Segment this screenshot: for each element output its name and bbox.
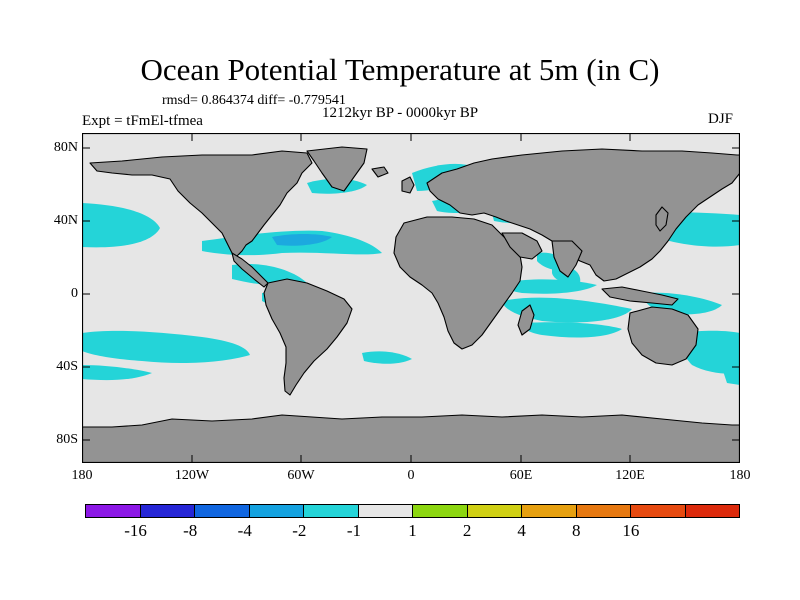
colorbar-label: -1	[346, 521, 361, 540]
colorbar-segment	[522, 505, 577, 517]
map-title: Ocean Potential Temperature at 5m (in C)	[140, 52, 660, 87]
lat-label-80s: 80S	[56, 432, 78, 447]
lon-label-0: 0	[407, 468, 415, 483]
lon-label-120w: 120W	[174, 468, 210, 483]
lon-label-120e: 120E	[615, 468, 645, 483]
statistics-text: rmsd= 0.864374 diff= -0.779541	[162, 93, 346, 108]
colorbar-label: 1	[408, 521, 417, 540]
period-label: 1212kyr BP - 0000kyr BP	[322, 105, 479, 121]
lat-label-0: 0	[71, 286, 78, 301]
season-label: DJF	[708, 111, 734, 127]
land-indonesia	[601, 286, 679, 306]
land-arabia	[501, 232, 543, 260]
colorbar-segment	[304, 505, 359, 517]
land-africa	[393, 216, 523, 350]
colorbar-segment	[467, 505, 522, 517]
experiment-label: Expt = tFmEl-tfmea	[82, 113, 203, 129]
land-central-america	[231, 252, 269, 288]
axis-ticks	[82, 133, 740, 463]
colorbar-segment	[685, 505, 739, 517]
lat-label-40n: 40N	[53, 213, 78, 228]
colorbar-segment	[413, 505, 468, 517]
colorbar-label: 8	[572, 521, 581, 540]
colorbar-segment	[358, 505, 413, 517]
land-india	[551, 240, 583, 278]
colorbar-label: 2	[462, 521, 472, 540]
colorbar-label: 4	[517, 521, 526, 540]
colorbar-label: -2	[292, 521, 307, 540]
land-britain	[401, 176, 415, 194]
colorbar-label: -4	[237, 521, 252, 540]
colorbar-segment	[195, 505, 250, 517]
lon-label-180e: 180	[729, 468, 751, 483]
land-iceland	[371, 166, 389, 178]
lat-label-40s: 40S	[56, 359, 78, 374]
land-masses	[82, 146, 740, 463]
land-japan	[655, 206, 669, 232]
lon-label-60w: 60W	[287, 468, 315, 483]
world-map	[82, 133, 740, 463]
colorbar-segment	[86, 505, 141, 517]
land-antarctica	[82, 414, 740, 463]
colorbar-segment	[140, 505, 195, 517]
colorbar-label: -16	[124, 521, 147, 540]
colorbar-label: 16	[622, 521, 640, 540]
lat-label-80n: 80N	[53, 140, 78, 155]
land-greenland	[306, 146, 368, 192]
colorbar-label: -8	[183, 521, 198, 540]
land-eurasia	[426, 148, 740, 282]
colorbar-segment	[249, 505, 304, 517]
colorbar-segment	[631, 505, 686, 517]
land-australia	[627, 306, 699, 366]
colorbar-segment	[576, 505, 631, 517]
land-north-america	[89, 150, 313, 258]
lon-label-180w: 180	[71, 468, 93, 483]
land-south-america	[263, 278, 353, 396]
land-madagascar	[517, 304, 535, 336]
lon-label-60e: 60E	[509, 468, 533, 483]
colorbar	[85, 504, 740, 518]
